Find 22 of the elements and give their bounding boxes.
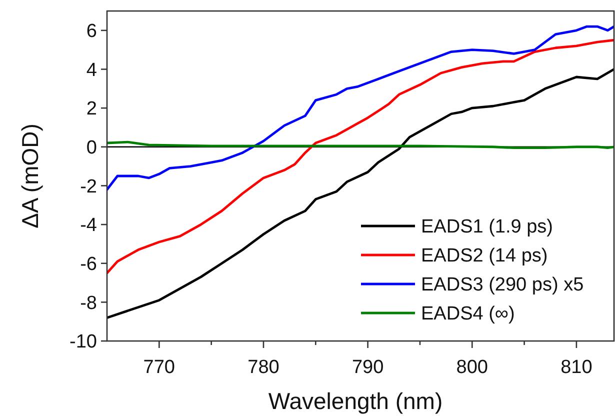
- y-tick-label: 4: [86, 60, 98, 81]
- x-axis-title: Wavelength (nm): [268, 388, 443, 414]
- legend-label: EADS2 (14 ps): [421, 246, 548, 267]
- x-tick-label: 790: [352, 357, 384, 378]
- y-tick-label: -2: [80, 176, 97, 198]
- y-tick-label: 6: [86, 21, 97, 42]
- line-series: [107, 25, 614, 191]
- legend-label: EADS4 (∞): [421, 304, 515, 325]
- legend-label: EADS3 (290 ps) x5: [421, 274, 584, 296]
- y-tick-label: 0: [86, 138, 97, 159]
- x-tick-label: 810: [560, 357, 592, 378]
- x-tick-label: 770: [143, 357, 176, 378]
- y-tick-label: 2: [86, 98, 97, 120]
- x-tick-label: 800: [456, 357, 488, 378]
- y-tick-label: -10: [70, 332, 97, 353]
- y-tick-label: -8: [80, 292, 97, 314]
- y-tick-label: -6: [80, 254, 97, 276]
- legend-label: EADS1 (1.9 ps): [421, 216, 553, 238]
- line-series: [107, 38, 614, 274]
- x-tick-label: 780: [248, 357, 280, 378]
- y-tick-label: -4: [80, 215, 98, 236]
- y-axis-title: ΔA (mOD): [17, 124, 43, 228]
